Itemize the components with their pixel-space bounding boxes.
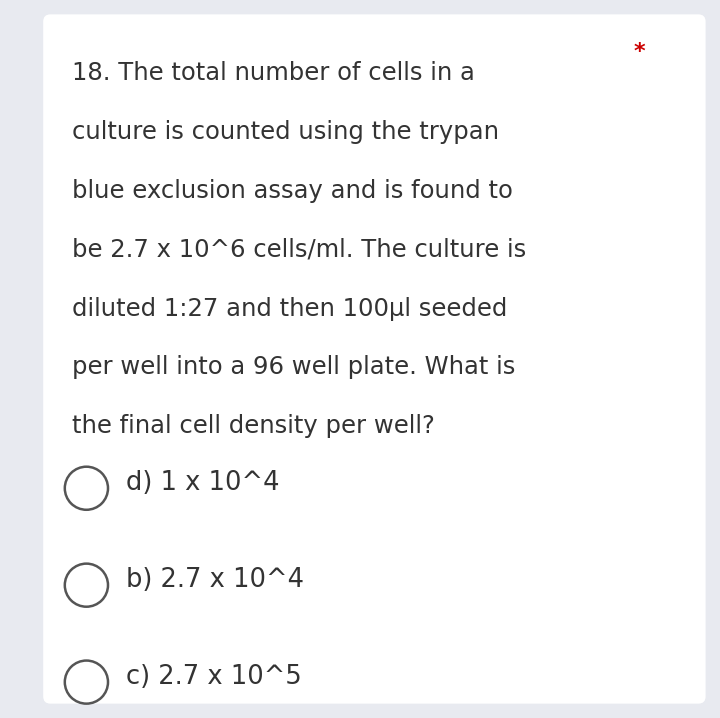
Text: b) 2.7 x 10^4: b) 2.7 x 10^4 [126,567,304,593]
FancyBboxPatch shape [43,14,706,704]
Text: culture is counted using the trypan: culture is counted using the trypan [72,120,499,144]
Text: diluted 1:27 and then 100μl seeded: diluted 1:27 and then 100μl seeded [72,297,508,320]
Text: the final cell density per well?: the final cell density per well? [72,414,435,438]
Text: d) 1 x 10^4: d) 1 x 10^4 [126,470,279,496]
Text: blue exclusion assay and is found to: blue exclusion assay and is found to [72,179,513,202]
Text: 18. The total number of cells in a: 18. The total number of cells in a [72,61,475,85]
Text: c) 2.7 x 10^5: c) 2.7 x 10^5 [126,664,302,690]
Text: per well into a 96 well plate. What is: per well into a 96 well plate. What is [72,355,516,379]
Text: *: * [634,42,645,62]
Text: be 2.7 x 10^6 cells/ml. The culture is: be 2.7 x 10^6 cells/ml. The culture is [72,238,526,261]
